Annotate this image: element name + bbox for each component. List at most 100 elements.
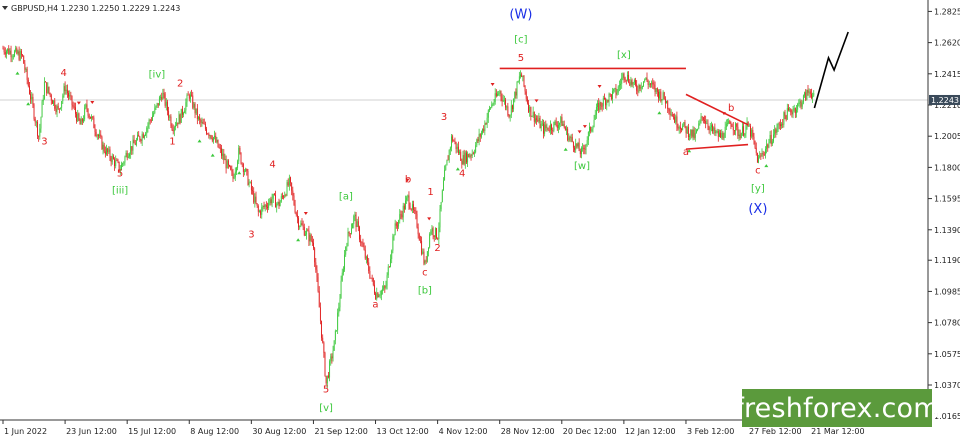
candle (225, 154, 226, 160)
candle (307, 228, 308, 231)
candle (103, 142, 104, 155)
candle (782, 119, 783, 128)
candle (621, 73, 622, 89)
trade-marker-icon (564, 148, 568, 151)
candle (392, 234, 393, 254)
candle (291, 182, 292, 195)
candle (511, 100, 512, 118)
wave-label: 2 (177, 79, 183, 90)
candle (626, 80, 627, 85)
candle (657, 87, 658, 96)
candle (772, 139, 773, 146)
candle (60, 107, 61, 109)
wave-label: b (728, 103, 734, 114)
price-axis[interactable]: 1.2825 1.2620 1.2415 1.2210 1.2005 1.1800 1.15… (928, 0, 960, 437)
candle (478, 137, 479, 143)
candle (472, 150, 473, 159)
candle (732, 124, 733, 128)
candle (774, 125, 775, 138)
candle (520, 70, 521, 78)
candle (597, 100, 598, 111)
candle (590, 126, 591, 133)
candle (168, 107, 169, 121)
candle (754, 133, 755, 145)
time-tick-label: 15 Jul 12:00 (128, 427, 176, 436)
candle (517, 81, 518, 99)
candle (344, 250, 345, 272)
candle (718, 129, 719, 142)
candle (496, 89, 497, 97)
candle (789, 107, 790, 112)
candle (124, 156, 125, 166)
candle (749, 123, 750, 126)
candle (283, 195, 284, 200)
candle (727, 119, 728, 126)
candle (417, 211, 418, 229)
candle (708, 119, 709, 130)
candle (138, 131, 139, 137)
candle (58, 103, 59, 110)
candle (374, 280, 375, 295)
candle (391, 249, 392, 263)
candle (740, 130, 741, 140)
candle (695, 128, 696, 142)
candle (204, 119, 205, 125)
candle (300, 220, 301, 227)
candle (246, 168, 247, 175)
wave-label: [y] (751, 184, 765, 195)
price-tick-label: 1.1190 (934, 256, 960, 265)
candle (160, 95, 161, 101)
candle (400, 210, 401, 219)
candle (743, 122, 744, 137)
candle (295, 200, 296, 214)
candle (411, 208, 412, 211)
wave-label: 3 (41, 137, 47, 148)
wave-label: [v] (319, 403, 333, 414)
candle (29, 82, 30, 95)
candle (302, 218, 303, 225)
candle (526, 89, 527, 101)
candle (159, 96, 160, 106)
candle (20, 49, 21, 61)
candle (107, 148, 108, 156)
candle (704, 116, 705, 124)
candle (474, 150, 475, 157)
candle (202, 117, 203, 126)
candle (113, 154, 114, 159)
candle (195, 102, 196, 118)
price-tick-label: 1.0780 (934, 319, 960, 328)
time-tick-label: 30 Aug 12:00 (252, 427, 306, 436)
candle (239, 146, 240, 154)
candle (61, 101, 62, 111)
candle (192, 92, 193, 109)
price-tick-label: 1.2415 (934, 70, 960, 79)
candle (606, 99, 607, 111)
candle (180, 113, 181, 124)
candle (407, 195, 408, 202)
candle (54, 98, 55, 111)
candle (751, 128, 752, 138)
candle (587, 136, 588, 146)
candle (655, 82, 656, 97)
candle (437, 237, 438, 240)
candle (464, 150, 465, 166)
candle (801, 100, 802, 110)
candle (145, 132, 146, 136)
time-tick-label: 23 Jun 12:00 (66, 427, 117, 436)
candle (678, 124, 679, 131)
candle (274, 193, 275, 196)
candle (541, 121, 542, 131)
candle (637, 86, 638, 97)
candle (675, 114, 676, 124)
candle (466, 150, 467, 164)
candle (215, 133, 216, 143)
candle (218, 140, 219, 148)
candle (434, 235, 435, 242)
candle (565, 126, 566, 131)
candle (112, 153, 113, 164)
candle (234, 174, 235, 180)
candle (729, 120, 730, 124)
candle (9, 48, 10, 55)
candle (28, 78, 29, 88)
